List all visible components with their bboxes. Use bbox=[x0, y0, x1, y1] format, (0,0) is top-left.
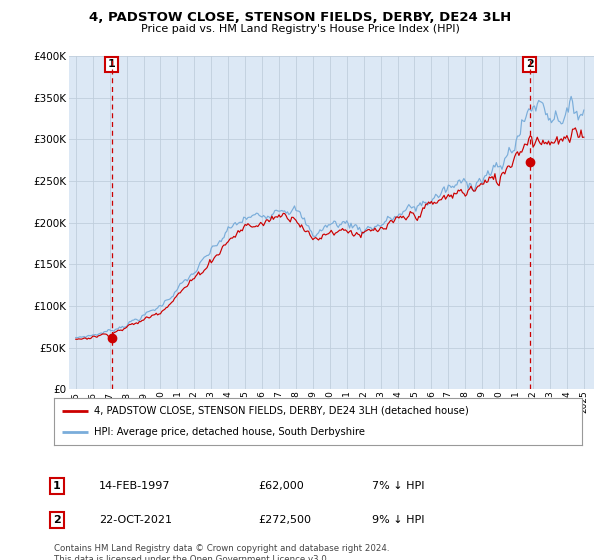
Text: 1: 1 bbox=[53, 481, 61, 491]
Text: 4, PADSTOW CLOSE, STENSON FIELDS, DERBY, DE24 3LH (detached house): 4, PADSTOW CLOSE, STENSON FIELDS, DERBY,… bbox=[94, 406, 469, 416]
Text: Price paid vs. HM Land Registry's House Price Index (HPI): Price paid vs. HM Land Registry's House … bbox=[140, 24, 460, 34]
Text: £62,000: £62,000 bbox=[258, 481, 304, 491]
Text: 2: 2 bbox=[526, 59, 533, 69]
Text: 2: 2 bbox=[53, 515, 61, 525]
Text: 14-FEB-1997: 14-FEB-1997 bbox=[99, 481, 170, 491]
Text: 9% ↓ HPI: 9% ↓ HPI bbox=[372, 515, 425, 525]
Text: £272,500: £272,500 bbox=[258, 515, 311, 525]
Text: 4, PADSTOW CLOSE, STENSON FIELDS, DERBY, DE24 3LH: 4, PADSTOW CLOSE, STENSON FIELDS, DERBY,… bbox=[89, 11, 511, 24]
Text: 1: 1 bbox=[108, 59, 116, 69]
Text: HPI: Average price, detached house, South Derbyshire: HPI: Average price, detached house, Sout… bbox=[94, 427, 365, 437]
Text: 22-OCT-2021: 22-OCT-2021 bbox=[99, 515, 172, 525]
Text: Contains HM Land Registry data © Crown copyright and database right 2024.
This d: Contains HM Land Registry data © Crown c… bbox=[54, 544, 389, 560]
Text: 7% ↓ HPI: 7% ↓ HPI bbox=[372, 481, 425, 491]
